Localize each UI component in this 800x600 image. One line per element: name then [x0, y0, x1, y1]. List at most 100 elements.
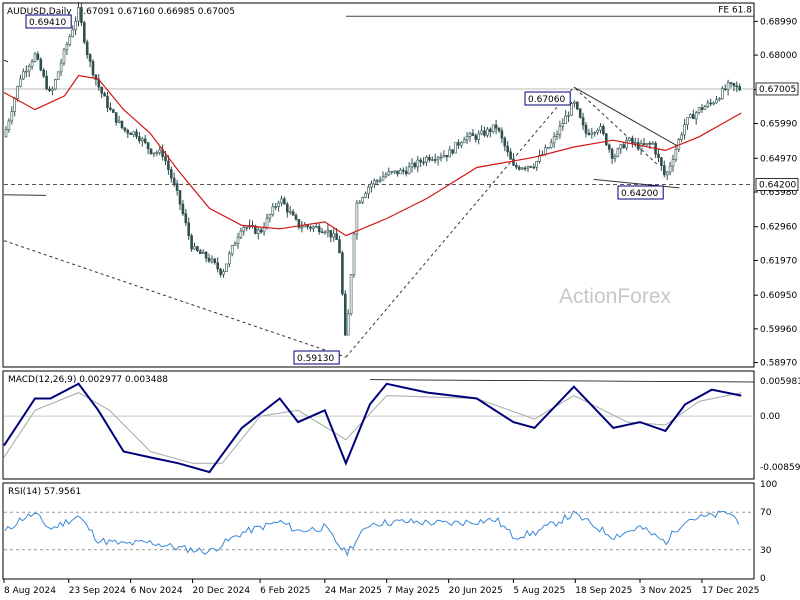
price-tag-box — [755, 82, 799, 96]
candle-body — [42, 69, 46, 77]
candle-body — [515, 164, 518, 168]
candle-body — [587, 132, 591, 135]
low-label-2-box — [617, 185, 664, 200]
candle-body — [596, 129, 599, 133]
candle-body — [483, 130, 486, 136]
candle-body — [74, 20, 77, 31]
chart-title: AUDUSD,Daily 0.67091 0.67160 0.66985 0.67… — [7, 7, 235, 17]
candle-body — [254, 225, 257, 234]
price-tag-label: 0.64200 — [759, 180, 796, 190]
candle-body — [738, 86, 742, 91]
candle-body — [291, 211, 295, 216]
candle-body — [648, 142, 652, 145]
rsi-tick-label: 100 — [760, 480, 777, 490]
candle-body — [358, 201, 362, 204]
candle-body — [546, 147, 550, 149]
candle-body — [155, 152, 159, 154]
candle-body — [494, 124, 498, 129]
candle-body — [262, 227, 266, 233]
candle-body — [184, 213, 188, 224]
candle-body — [410, 162, 414, 168]
candle-body — [190, 235, 193, 250]
candle-body — [544, 147, 547, 155]
candle-body — [126, 130, 130, 134]
candle-body — [91, 61, 95, 76]
candle-body — [436, 157, 440, 161]
candle-body — [135, 131, 138, 137]
candle-body — [19, 78, 22, 87]
candle-body — [694, 112, 698, 120]
candle-body — [117, 120, 121, 123]
candle-body — [143, 138, 147, 143]
candle-body — [152, 152, 156, 155]
candle-body — [413, 162, 417, 168]
candle-body — [51, 88, 54, 91]
candle-body — [712, 102, 715, 105]
dashed-trendline — [573, 86, 658, 165]
candle-body — [407, 166, 411, 175]
candle-body — [33, 53, 37, 62]
candle-body — [573, 101, 576, 104]
candle-body — [622, 144, 626, 149]
candle-body — [381, 176, 385, 181]
candle-body — [103, 92, 106, 97]
candle-body — [277, 202, 280, 207]
solid-trendline — [573, 86, 680, 148]
price-tick-label: 0.59960 — [760, 325, 797, 335]
candle-body — [213, 258, 217, 263]
candle-body — [526, 166, 530, 169]
candle-body — [335, 233, 338, 240]
left-segment — [3, 59, 9, 63]
candle-body — [393, 170, 396, 173]
candle-body — [671, 159, 675, 167]
date-tick-label: 3 Nov 2025 — [640, 586, 692, 596]
date-tick-label: 20 Jun 2025 — [449, 586, 503, 596]
candle-body — [488, 128, 492, 132]
candle-body — [259, 229, 263, 233]
candle-body — [726, 82, 730, 90]
candle-body — [7, 120, 11, 130]
candle-body — [196, 246, 199, 252]
candle-body — [274, 206, 278, 208]
candle-body — [567, 115, 570, 117]
candle-body — [106, 95, 109, 109]
candle-body — [361, 197, 365, 203]
candle-body — [604, 133, 608, 146]
candle-body — [506, 145, 510, 153]
candle-body — [30, 61, 34, 67]
candle-body — [378, 179, 382, 182]
candle-body — [65, 44, 69, 51]
rsi-layer — [4, 510, 754, 557]
candle-body — [532, 166, 536, 169]
candle-body — [326, 230, 330, 233]
candle-body — [416, 159, 420, 168]
candle-body — [288, 211, 292, 214]
candle-body — [349, 274, 353, 314]
candle-body — [689, 114, 692, 118]
candle-body — [256, 229, 260, 234]
candle-body — [723, 88, 727, 91]
date-tick-label: 23 Sep 2024 — [69, 586, 126, 596]
candle-body — [187, 222, 190, 236]
price-tick-label: 0.62960 — [760, 223, 797, 233]
rsi-tick-label: 70 — [760, 508, 772, 518]
candle-body — [480, 130, 483, 135]
candle-body — [129, 132, 132, 135]
candle-body — [497, 127, 501, 132]
candle-body — [517, 166, 521, 170]
candle-body — [442, 155, 446, 158]
candle-body — [471, 133, 475, 136]
candle-body — [370, 183, 373, 188]
candle-body — [709, 102, 713, 105]
candle-body — [631, 137, 634, 144]
dashed-trendline — [345, 86, 575, 358]
candle-body — [451, 149, 454, 154]
candle-body — [283, 198, 286, 205]
price-panel-border — [2, 2, 755, 368]
candle-body — [4, 129, 8, 138]
candle-body — [323, 231, 327, 234]
candle-body — [225, 263, 228, 272]
candle-body — [718, 98, 721, 101]
